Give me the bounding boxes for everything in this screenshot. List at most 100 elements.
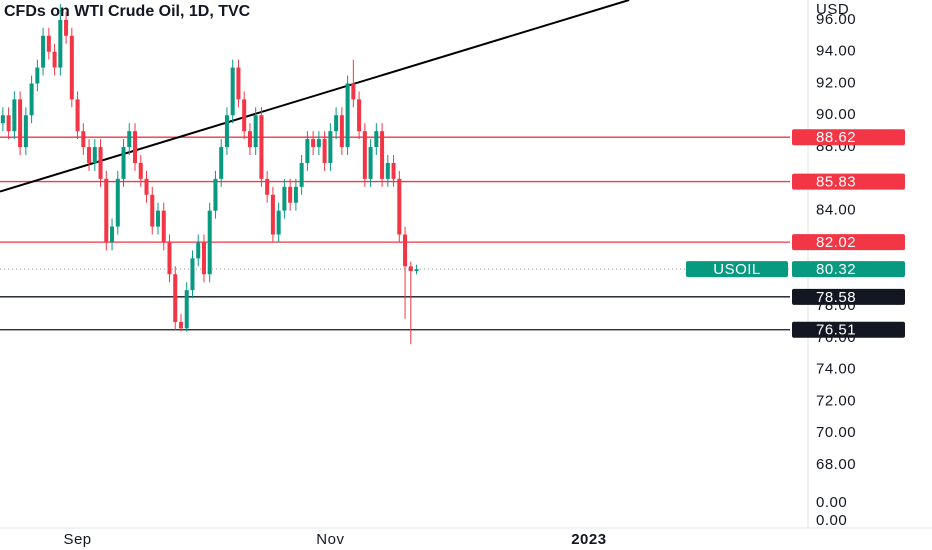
candle-body bbox=[173, 274, 178, 322]
candle-body bbox=[305, 139, 310, 163]
current-price-label: 80.32 bbox=[816, 261, 856, 278]
candle-body bbox=[64, 19, 69, 36]
current-price-box bbox=[792, 261, 905, 278]
y-tick-label: 84.00 bbox=[816, 202, 856, 219]
candle-body bbox=[138, 162, 143, 179]
candle-body bbox=[219, 147, 224, 179]
level-label-box bbox=[792, 129, 905, 146]
candle-body bbox=[144, 178, 149, 195]
candle-body bbox=[18, 99, 23, 148]
candle-body bbox=[150, 194, 155, 227]
candle-body bbox=[161, 210, 166, 243]
candle-body bbox=[334, 115, 339, 132]
candle-body bbox=[121, 147, 126, 179]
candle-body bbox=[213, 178, 218, 211]
candle-body bbox=[190, 258, 195, 291]
y-tick-label: 68.00 bbox=[816, 456, 856, 473]
candle-body bbox=[282, 186, 287, 211]
candle-body bbox=[0, 115, 5, 124]
axes: 96.0094.0092.0090.0088.0084.0078.0076.00… bbox=[63, 11, 856, 548]
symbol-label: USOIL bbox=[713, 261, 761, 278]
candle-body bbox=[87, 147, 92, 163]
chart-title: CFDs on WTI Crude Oil, 1D, TVC bbox=[4, 3, 251, 20]
candle-body bbox=[69, 35, 74, 100]
candle-body bbox=[6, 115, 11, 132]
candle-body bbox=[35, 67, 40, 84]
level-label-box bbox=[792, 288, 905, 305]
candle-body bbox=[178, 321, 183, 329]
candle-body bbox=[299, 162, 304, 187]
x-tick-label: Nov bbox=[316, 531, 344, 548]
y-tick-label: 74.00 bbox=[816, 361, 856, 378]
candle-body bbox=[247, 131, 252, 148]
candle-body bbox=[265, 178, 270, 195]
candle-body bbox=[110, 226, 115, 243]
y-axis-artifact-label: 0.00 bbox=[816, 494, 847, 511]
y-tick-label: 92.00 bbox=[816, 74, 856, 91]
candle-body bbox=[403, 234, 408, 267]
candle-body bbox=[133, 131, 138, 163]
candle-body bbox=[52, 51, 57, 68]
candle-body bbox=[81, 131, 86, 148]
candle-body bbox=[351, 83, 356, 100]
y-tick-label: 72.00 bbox=[816, 392, 856, 409]
candle-body bbox=[155, 210, 161, 227]
candle-body bbox=[127, 131, 132, 148]
y-tick-label: 96.00 bbox=[816, 11, 856, 28]
candle-body bbox=[288, 186, 293, 203]
level-label: 78.58 bbox=[816, 289, 856, 306]
x-tick-label: 2023 bbox=[571, 531, 606, 548]
level-label: 85.83 bbox=[816, 174, 856, 191]
plot-area bbox=[0, 0, 790, 345]
candle-body bbox=[242, 99, 247, 132]
symbol-box bbox=[686, 261, 788, 278]
candle-body bbox=[345, 83, 350, 148]
candle-body bbox=[293, 186, 298, 203]
candle-body bbox=[58, 19, 63, 68]
candle-body bbox=[98, 147, 103, 179]
candle-body bbox=[259, 115, 264, 179]
level-label: 82.02 bbox=[816, 234, 856, 251]
y-tick-label: 94.00 bbox=[816, 43, 856, 60]
level-label-box bbox=[792, 234, 905, 251]
candle-body bbox=[41, 35, 46, 68]
x-tick-label: Sep bbox=[63, 531, 91, 548]
candle-body bbox=[322, 139, 327, 163]
price-labels: 88.62 85.83 82.02 78.58 76.51 USOIL 80.32 bbox=[686, 129, 905, 339]
y-tick-label: 90.00 bbox=[816, 106, 856, 123]
candle-body bbox=[391, 162, 396, 179]
candle-body bbox=[201, 242, 206, 275]
candle-body bbox=[380, 131, 385, 179]
candle-body bbox=[368, 147, 373, 179]
candle-body bbox=[75, 99, 80, 132]
candle-body bbox=[236, 67, 241, 100]
candle-body bbox=[362, 131, 367, 179]
candle-body bbox=[339, 115, 344, 148]
candle-body bbox=[224, 115, 229, 148]
y-tick-label: 70.00 bbox=[816, 424, 856, 441]
candle-body bbox=[104, 178, 109, 243]
candle-body bbox=[230, 67, 235, 116]
candle-body bbox=[92, 147, 97, 163]
candle-body bbox=[167, 242, 172, 275]
level-label-box bbox=[792, 173, 905, 190]
y-axis-artifact-label: 0.00 bbox=[816, 512, 847, 529]
candle-body bbox=[270, 194, 275, 235]
candle-body bbox=[357, 99, 362, 132]
candle-body bbox=[46, 35, 51, 52]
candle-body bbox=[374, 131, 379, 148]
candle-body bbox=[328, 131, 333, 163]
level-label: 76.51 bbox=[816, 322, 856, 339]
candle-body bbox=[276, 210, 281, 235]
candle-body bbox=[385, 162, 390, 179]
level-label-box bbox=[792, 321, 905, 338]
candle-body bbox=[253, 115, 258, 148]
candle-body bbox=[397, 178, 402, 235]
level-label: 88.62 bbox=[816, 129, 856, 146]
candle-body bbox=[196, 242, 201, 259]
candle-body bbox=[414, 269, 419, 272]
candle-body bbox=[207, 210, 212, 275]
candle-body bbox=[316, 139, 321, 148]
